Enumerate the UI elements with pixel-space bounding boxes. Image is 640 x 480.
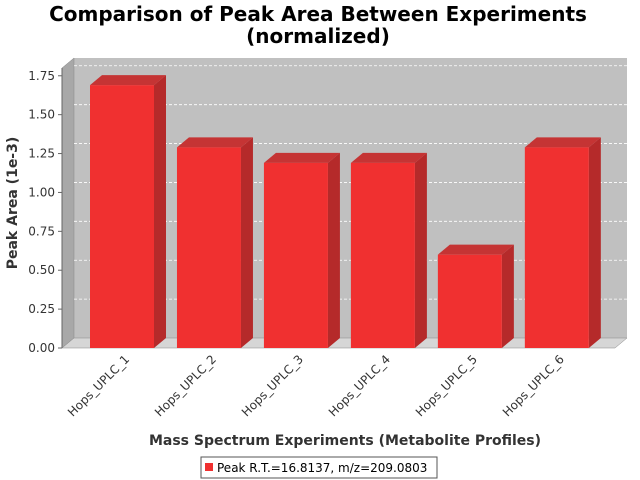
bar-top bbox=[524, 137, 601, 148]
x-axis-ticks: Hops_UPLC_1 Hops_UPLC_2 Hops_UPLC_3 Hops_UP… bbox=[65, 352, 567, 419]
y-tick-label: 0.75 bbox=[28, 224, 55, 238]
x-tick-label: Hops_UPLC_5 bbox=[413, 352, 480, 419]
y-axis-label: Peak Area (1e-3) bbox=[5, 137, 21, 270]
x-tick-label: Hops_UPLC_6 bbox=[500, 352, 567, 419]
chart-subtitle: (normalized) bbox=[246, 24, 390, 48]
bar-front bbox=[176, 147, 241, 348]
bar-top bbox=[176, 137, 253, 148]
legend-item: Peak R.T.=16.8137, m/z=209.0803 bbox=[217, 461, 427, 475]
y-tick-label: 1.00 bbox=[28, 185, 55, 199]
bar-side bbox=[414, 152, 427, 348]
bar-front bbox=[350, 162, 415, 348]
y-tick-label: 1.50 bbox=[28, 108, 55, 122]
y-tick-label: 0.25 bbox=[28, 302, 55, 316]
bar-top bbox=[350, 152, 427, 163]
chart-title: Comparison of Peak Area Between Experime… bbox=[49, 2, 587, 26]
bar-top bbox=[263, 152, 340, 163]
bar-top bbox=[437, 244, 514, 255]
x-tick-label: Hops_UPLC_2 bbox=[152, 352, 219, 419]
x-tick-label: Hops_UPLC_1 bbox=[65, 352, 132, 419]
bar bbox=[263, 152, 340, 348]
bar-front bbox=[524, 147, 589, 348]
legend: Peak R.T.=16.8137, m/z=209.0803 bbox=[200, 456, 438, 479]
bar-front bbox=[90, 85, 154, 348]
y-tick-label: 0.50 bbox=[28, 263, 55, 277]
y-tick-label: 0.00 bbox=[28, 341, 55, 355]
bar-side bbox=[588, 137, 601, 348]
x-tick-label: Hops_UPLC_3 bbox=[239, 352, 306, 419]
bar bbox=[437, 244, 514, 348]
y-tick-label: 1.75 bbox=[28, 69, 55, 83]
bar-side bbox=[154, 75, 166, 348]
plot-left-wall bbox=[61, 57, 75, 349]
bars bbox=[90, 75, 601, 348]
bar-top bbox=[90, 75, 166, 86]
bar-front bbox=[437, 254, 502, 348]
bar-side bbox=[240, 137, 253, 348]
y-axis-ticks: 0.00 0.25 0.50 0.75 1.00 1.25 1.50 1.75 bbox=[28, 69, 62, 355]
y-tick-label: 1.25 bbox=[28, 147, 55, 161]
bar bbox=[350, 152, 427, 348]
x-tick-label: Hops_UPLC_4 bbox=[326, 352, 393, 419]
bar-front bbox=[263, 162, 328, 348]
x-axis-label: Mass Spectrum Experiments (Metabolite Pr… bbox=[149, 433, 541, 449]
bar bbox=[90, 75, 166, 348]
bar bbox=[176, 137, 253, 348]
bar-side bbox=[327, 152, 340, 348]
legend-swatch bbox=[205, 463, 213, 471]
bar bbox=[524, 137, 601, 348]
bar-side bbox=[501, 244, 514, 348]
legend-box bbox=[200, 456, 438, 479]
